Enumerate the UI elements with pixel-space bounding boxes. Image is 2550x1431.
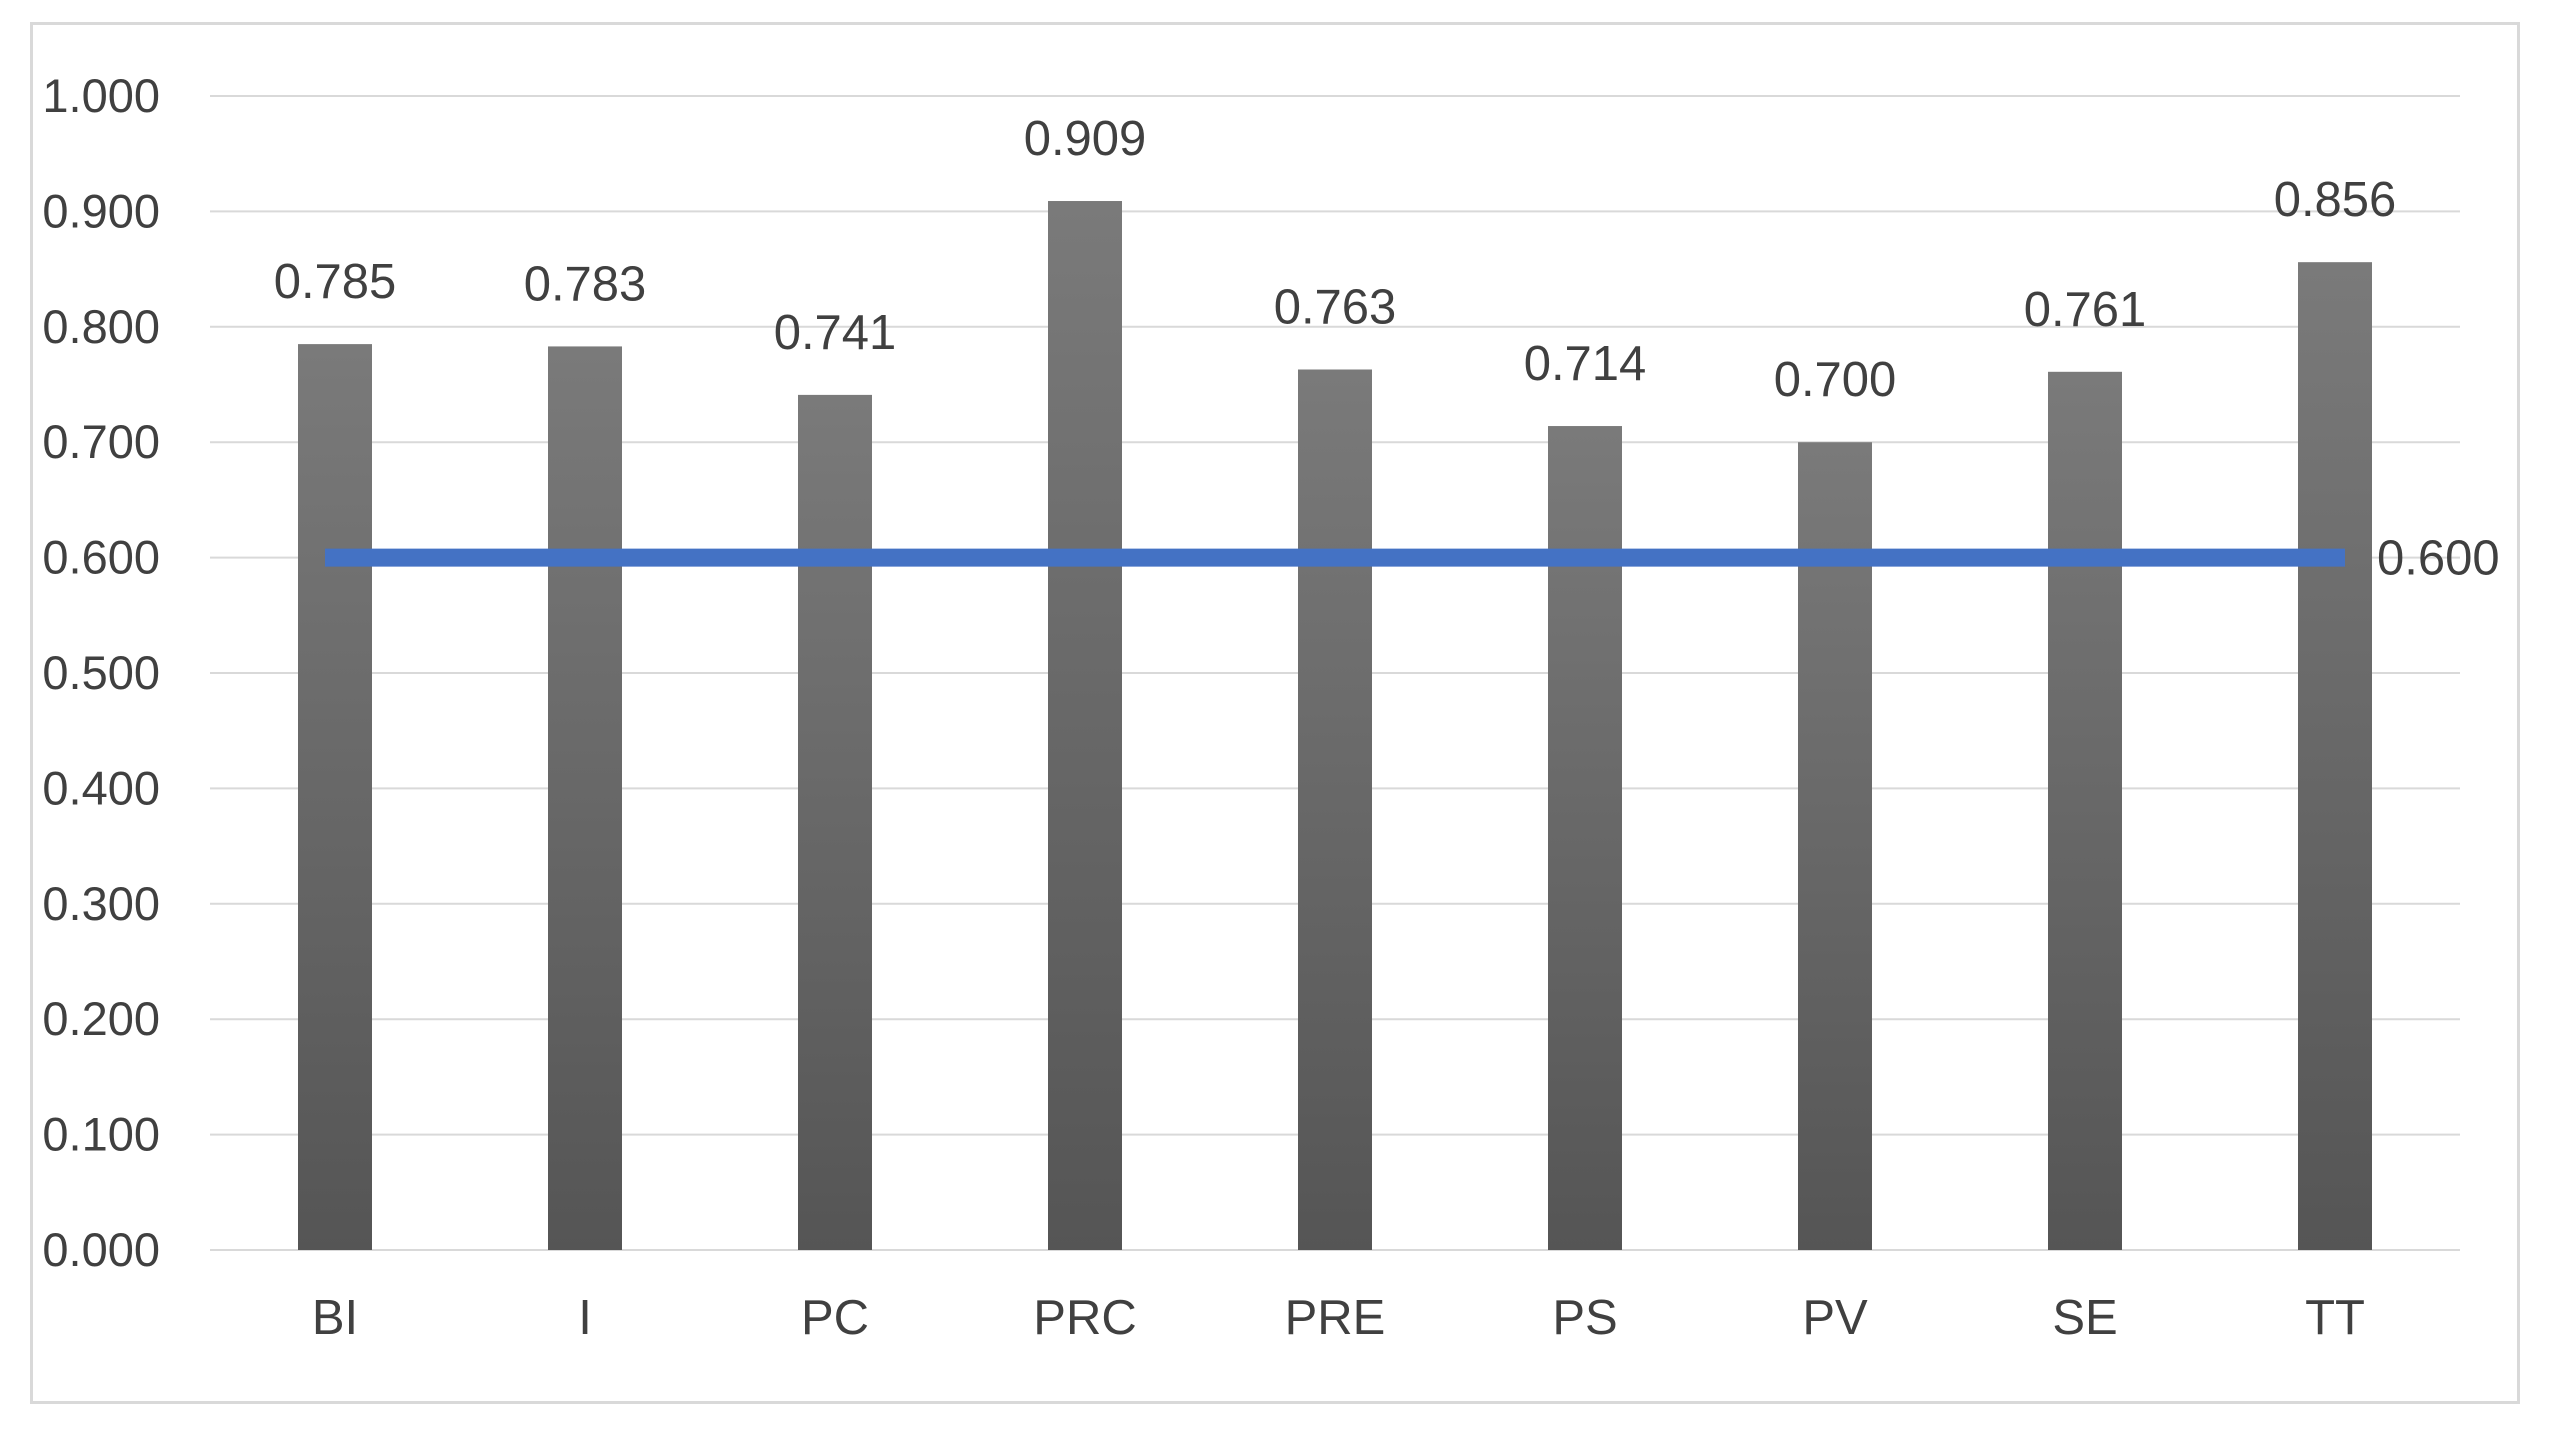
data-label: 0.763 (1274, 280, 1397, 334)
bar-pv (1798, 442, 1872, 1250)
x-axis: BI I PC PRC PRE PS PV SE TT (312, 1291, 2365, 1345)
data-label: 0.761 (2024, 283, 2147, 337)
x-tick-label: PRC (1033, 1291, 1136, 1345)
x-tick-label: PRE (1285, 1291, 1386, 1345)
bar-i (548, 346, 622, 1251)
threshold-line-group: 0.600 (325, 532, 2500, 586)
x-tick-label: SE (2052, 1291, 2117, 1345)
x-tick-label: I (578, 1291, 592, 1345)
y-tick-label: 0.800 (42, 300, 160, 353)
data-label: 0.856 (2274, 173, 2397, 227)
data-label: 0.785 (274, 255, 397, 309)
data-label: 0.909 (1024, 112, 1147, 166)
data-label: 0.741 (774, 306, 897, 360)
y-tick-label: 0.900 (42, 184, 160, 237)
x-tick-label: PS (1552, 1291, 1617, 1345)
y-tick-label: 1.000 (42, 69, 160, 122)
y-tick-label: 0.200 (42, 992, 160, 1045)
y-tick-label: 0.000 (42, 1223, 160, 1276)
data-label: 0.714 (1524, 337, 1647, 391)
data-labels: 0.785 0.783 0.741 0.909 0.763 0.714 0.700 0.761… (274, 112, 2397, 407)
y-tick-label: 0.100 (42, 1108, 160, 1161)
bar-se (2048, 371, 2122, 1250)
data-label: 0.783 (524, 257, 647, 311)
y-tick-label: 0.400 (42, 761, 160, 814)
threshold-label: 0.600 (2377, 532, 2500, 586)
x-tick-label: PC (801, 1291, 869, 1345)
bars (298, 201, 2372, 1251)
bar-prc (1048, 201, 1122, 1250)
bar-bi (298, 344, 372, 1250)
y-tick-label: 0.500 (42, 646, 160, 699)
bar-pre (1298, 369, 1372, 1250)
x-tick-label: TT (2305, 1291, 2365, 1345)
bar-pc (798, 394, 872, 1250)
y-tick-label: 0.700 (42, 415, 160, 468)
data-label: 0.700 (1774, 353, 1897, 407)
x-tick-label: PV (1802, 1291, 1868, 1345)
y-tick-label: 0.600 (42, 531, 160, 584)
y-axis: 0.000 0.100 0.200 0.300 0.400 0.500 0.600 0.700… (42, 69, 160, 1276)
y-tick-label: 0.300 (42, 877, 160, 930)
bar-tt (2298, 262, 2372, 1250)
x-tick-label: BI (312, 1291, 358, 1345)
